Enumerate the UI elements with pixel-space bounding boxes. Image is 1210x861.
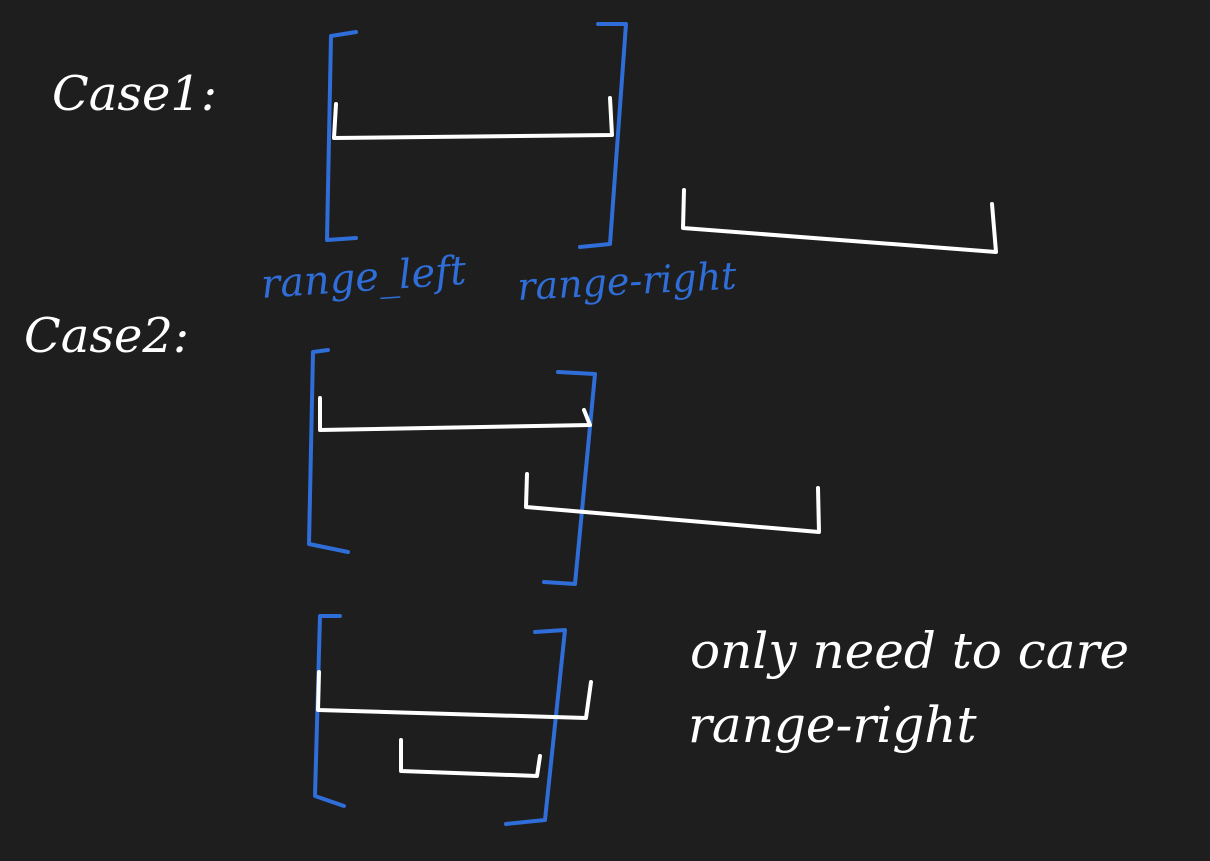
case2b-interval-nested <box>399 738 542 778</box>
case2b-interval-wide <box>316 670 593 720</box>
note-line-1: only need to care <box>690 622 1129 680</box>
case2-label: Case2: <box>24 308 189 364</box>
case2a-range-left-bracket <box>307 348 350 554</box>
case1-label: Case1: <box>52 66 217 122</box>
case2a-range-right-bracket <box>542 370 597 586</box>
case1-range-right-bracket <box>578 22 628 249</box>
note-line-2: range-right <box>688 696 978 754</box>
case1-range-left-bracket <box>325 30 358 242</box>
range-left-label: range_left <box>259 248 468 308</box>
range-right-label: range-right <box>516 254 738 309</box>
case2a-interval-overlap <box>524 472 821 534</box>
case1-interval-outside <box>681 188 998 254</box>
case2a-interval-inside <box>318 396 592 432</box>
case1-interval-inside <box>332 96 614 140</box>
case2b-range-right-bracket <box>504 628 567 826</box>
